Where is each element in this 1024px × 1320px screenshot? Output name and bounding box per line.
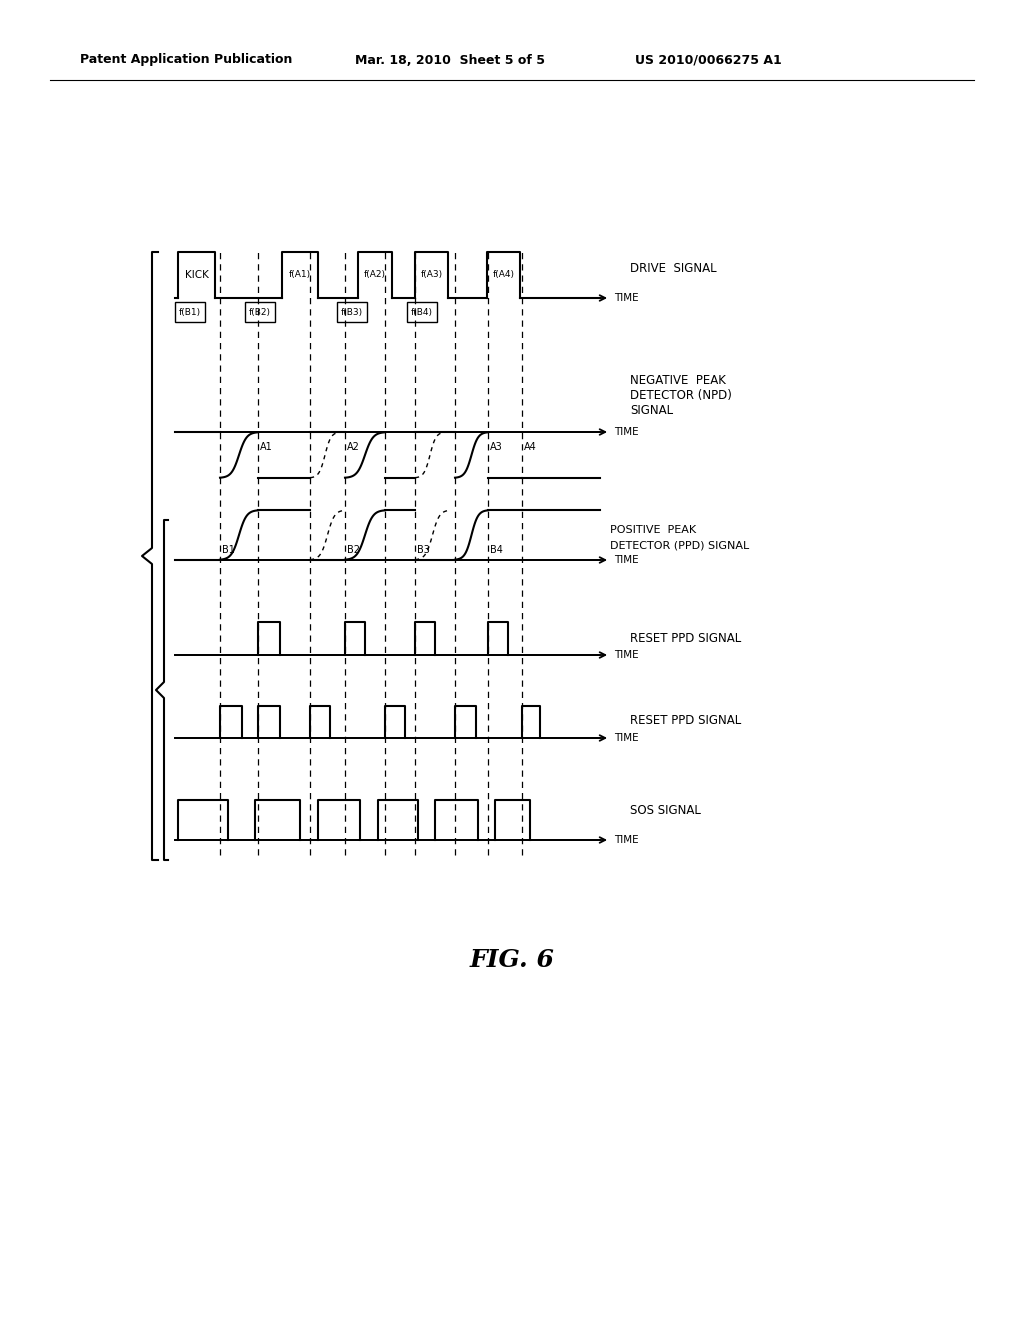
Text: FIG. 6: FIG. 6 bbox=[470, 948, 554, 972]
Text: f(B1): f(B1) bbox=[179, 308, 201, 317]
Text: NEGATIVE  PEAK: NEGATIVE PEAK bbox=[630, 374, 726, 387]
Text: RESET PPD SIGNAL: RESET PPD SIGNAL bbox=[630, 714, 741, 726]
Text: f(A4): f(A4) bbox=[493, 271, 514, 280]
Text: f(A1): f(A1) bbox=[289, 271, 311, 280]
Text: A3: A3 bbox=[490, 442, 503, 451]
Text: f(A3): f(A3) bbox=[421, 271, 442, 280]
Text: B4: B4 bbox=[490, 545, 503, 554]
Text: US 2010/0066275 A1: US 2010/0066275 A1 bbox=[635, 54, 781, 66]
Text: TIME: TIME bbox=[614, 836, 639, 845]
Text: DRIVE  SIGNAL: DRIVE SIGNAL bbox=[630, 261, 717, 275]
Text: TIME: TIME bbox=[614, 649, 639, 660]
Text: f(B3): f(B3) bbox=[341, 308, 364, 317]
Bar bbox=[245, 302, 275, 322]
Text: f(B2): f(B2) bbox=[249, 308, 271, 317]
Text: B3: B3 bbox=[417, 545, 430, 554]
Text: KICK: KICK bbox=[184, 271, 209, 280]
Text: Patent Application Publication: Patent Application Publication bbox=[80, 54, 293, 66]
Bar bbox=[175, 302, 205, 322]
Text: RESET PPD SIGNAL: RESET PPD SIGNAL bbox=[630, 631, 741, 644]
Text: TIME: TIME bbox=[614, 426, 639, 437]
Text: TIME: TIME bbox=[614, 293, 639, 304]
Text: TIME: TIME bbox=[614, 733, 639, 743]
Text: SOS SIGNAL: SOS SIGNAL bbox=[630, 804, 700, 817]
Text: TIME: TIME bbox=[614, 554, 639, 565]
Bar bbox=[337, 302, 367, 322]
Text: A2: A2 bbox=[347, 442, 359, 451]
Text: f(A2): f(A2) bbox=[364, 271, 386, 280]
Text: DETECTOR (PPD) SIGNAL: DETECTOR (PPD) SIGNAL bbox=[610, 540, 750, 550]
Text: A4: A4 bbox=[524, 442, 537, 451]
Text: f(B4): f(B4) bbox=[411, 308, 433, 317]
Text: B1: B1 bbox=[222, 545, 234, 554]
Text: A1: A1 bbox=[260, 442, 272, 451]
Text: Mar. 18, 2010  Sheet 5 of 5: Mar. 18, 2010 Sheet 5 of 5 bbox=[355, 54, 545, 66]
Text: SIGNAL: SIGNAL bbox=[630, 404, 673, 417]
Text: DETECTOR (NPD): DETECTOR (NPD) bbox=[630, 388, 732, 401]
Text: POSITIVE  PEAK: POSITIVE PEAK bbox=[610, 525, 696, 535]
Text: B2: B2 bbox=[347, 545, 360, 554]
Bar bbox=[407, 302, 437, 322]
